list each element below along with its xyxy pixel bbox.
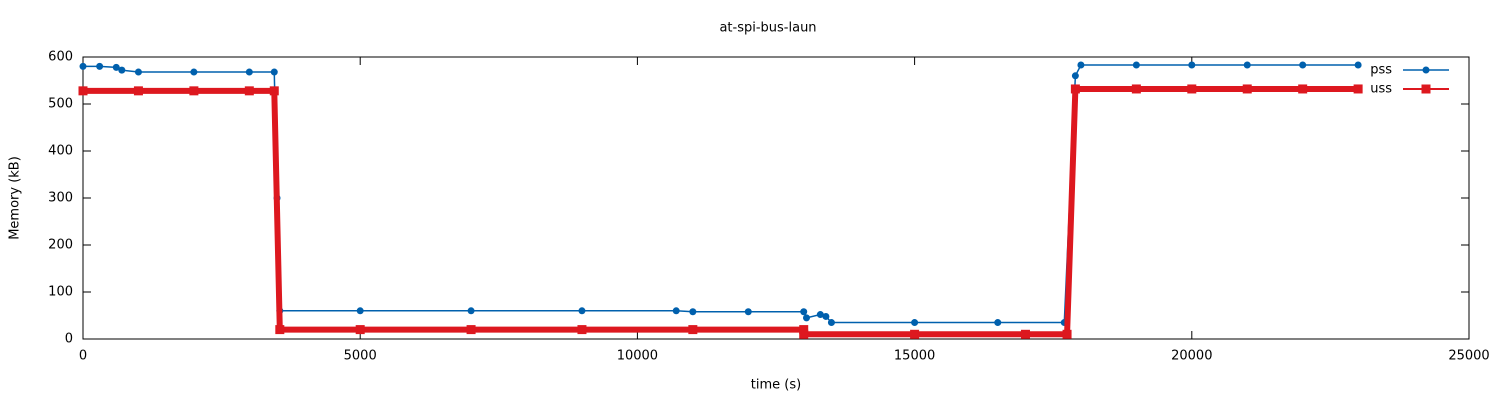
marker	[744, 308, 752, 316]
marker	[134, 68, 142, 76]
chart-title: at-spi-bus-laun	[719, 21, 816, 36]
legend-label: pss	[1370, 63, 1392, 78]
marker	[827, 319, 835, 327]
marker	[1070, 84, 1080, 94]
marker	[1188, 61, 1196, 69]
marker	[1077, 61, 1085, 69]
marker	[118, 66, 126, 74]
marker	[578, 307, 586, 315]
y-tick-label: 200	[48, 238, 73, 253]
x-tick-label: 5000	[344, 349, 377, 364]
y-tick-label: 600	[48, 50, 73, 65]
y-axis-label: Memory (kB)	[8, 156, 23, 240]
marker	[1132, 61, 1140, 69]
x-tick-label: 25000	[1448, 349, 1489, 364]
marker	[78, 86, 88, 96]
marker	[802, 314, 810, 322]
marker	[356, 307, 364, 315]
x-tick-label: 15000	[894, 349, 935, 364]
marker	[467, 307, 475, 315]
marker	[799, 329, 809, 339]
legend-marker	[1421, 84, 1431, 94]
x-axis-label: time (s)	[751, 378, 801, 393]
legend-label: uss	[1370, 82, 1392, 97]
marker	[96, 62, 104, 70]
marker	[1071, 72, 1079, 80]
y-tick-label: 300	[48, 191, 73, 206]
series-line	[83, 85, 1359, 338]
marker	[910, 329, 920, 339]
marker	[244, 86, 254, 96]
marker	[269, 86, 279, 96]
marker	[466, 325, 476, 335]
marker	[275, 325, 285, 335]
marker	[1242, 84, 1252, 94]
marker	[800, 308, 808, 316]
marker	[112, 63, 120, 71]
marker	[689, 308, 697, 316]
y-tick-label: 0	[65, 332, 73, 347]
marker	[189, 86, 199, 96]
marker	[1243, 61, 1251, 69]
marker	[1131, 84, 1141, 94]
marker	[133, 86, 143, 96]
marker	[1353, 84, 1363, 94]
marker	[799, 325, 809, 335]
marker	[270, 68, 278, 76]
marker	[355, 325, 365, 335]
marker	[1354, 61, 1362, 69]
marker	[1187, 84, 1197, 94]
y-tick-label: 500	[48, 97, 73, 112]
marker	[1020, 329, 1030, 339]
x-tick-label: 10000	[617, 349, 658, 364]
x-tick-label: 20000	[1171, 349, 1212, 364]
marker	[79, 62, 87, 70]
plot-frame	[82, 56, 1470, 340]
x-tick-label: 0	[79, 349, 87, 364]
marker	[994, 319, 1002, 327]
marker	[245, 68, 253, 76]
marker	[1299, 61, 1307, 69]
y-tick-label: 100	[48, 285, 73, 300]
marker	[577, 325, 587, 335]
marker	[1062, 329, 1072, 339]
marker	[688, 325, 698, 335]
y-tick-label: 400	[48, 144, 73, 159]
legend-marker	[1422, 66, 1430, 74]
marker	[1298, 84, 1308, 94]
marker	[911, 319, 919, 327]
marker	[822, 312, 830, 320]
marker	[190, 68, 198, 76]
marker	[816, 311, 824, 319]
marker	[672, 307, 680, 315]
